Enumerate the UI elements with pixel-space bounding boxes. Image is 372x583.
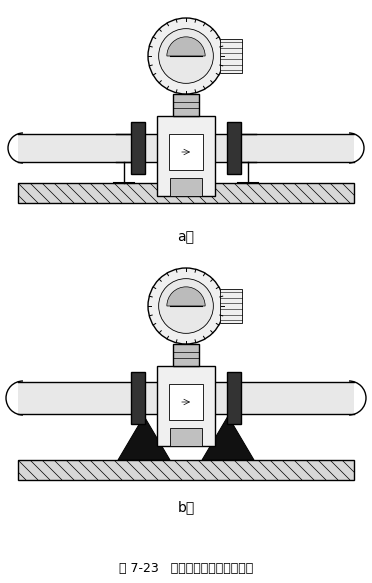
Bar [220, 289, 242, 323]
Bar [18, 183, 354, 203]
Bar [18, 382, 354, 414]
Bar [170, 178, 202, 196]
Bar [157, 366, 215, 446]
Bar [169, 384, 203, 420]
Text: a）: a） [177, 230, 195, 244]
Polygon shape [202, 416, 254, 460]
Circle shape [148, 268, 224, 344]
Bar [18, 460, 354, 480]
Polygon shape [118, 416, 170, 460]
Bar [157, 116, 215, 196]
Circle shape [158, 29, 214, 83]
Bar [227, 122, 241, 174]
Bar [170, 428, 202, 446]
Wedge shape [167, 37, 205, 56]
Bar [220, 39, 242, 73]
Bar [169, 134, 203, 170]
Bar [131, 122, 145, 174]
Text: b）: b） [177, 500, 195, 514]
Bar [227, 372, 241, 424]
Text: 图 7-23   管道振动时安装固定支架: 图 7-23 管道振动时安装固定支架 [119, 562, 253, 575]
Circle shape [158, 279, 214, 333]
Wedge shape [167, 287, 205, 306]
Bar [173, 344, 199, 366]
Bar [131, 372, 145, 424]
Bar [18, 134, 354, 162]
Circle shape [148, 18, 224, 94]
Bar [173, 94, 199, 116]
